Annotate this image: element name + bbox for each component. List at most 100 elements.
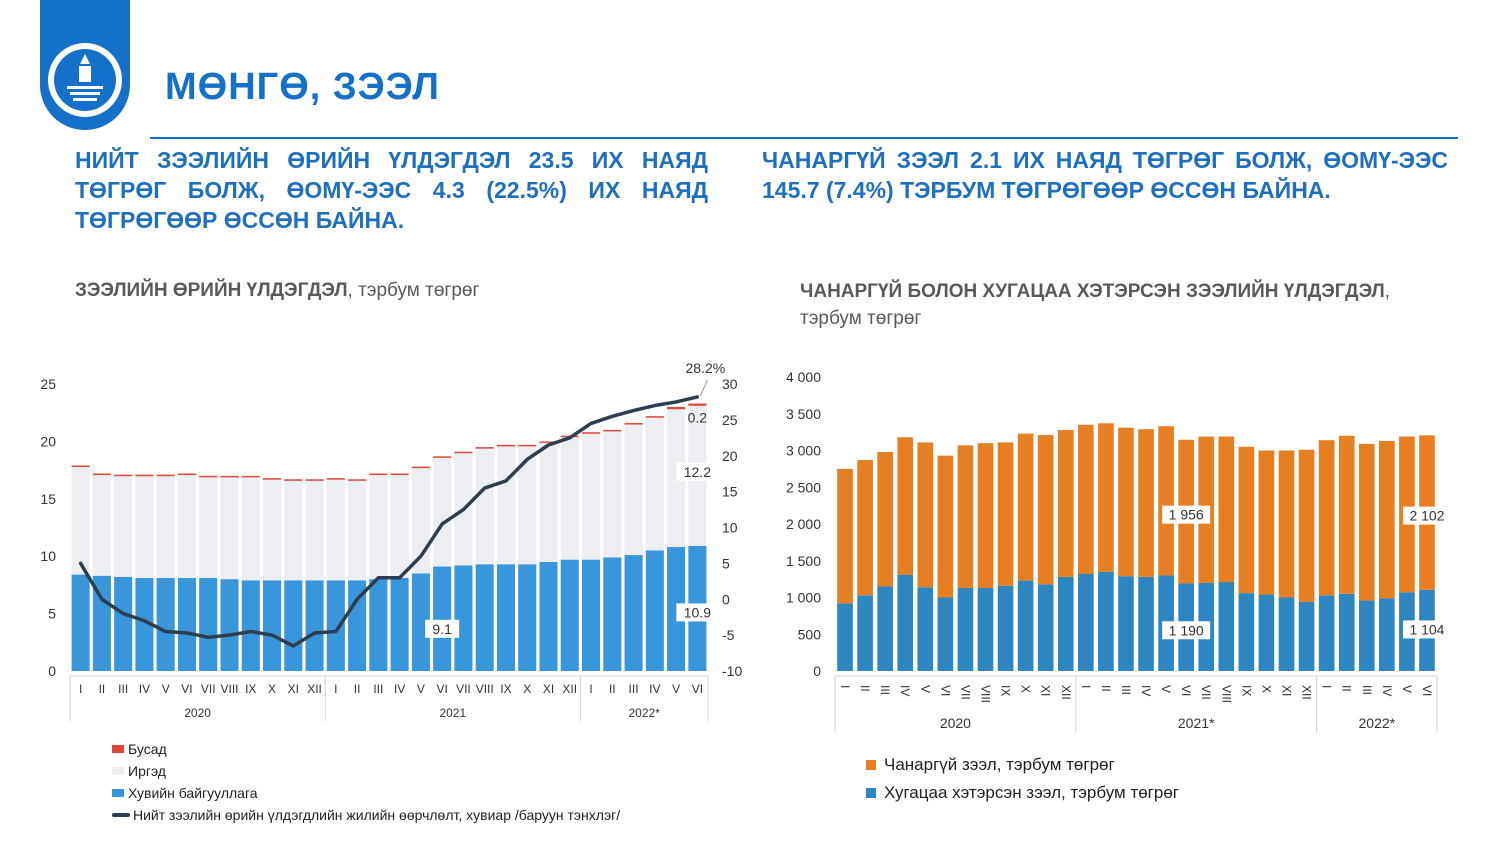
chart1-bar-individuals [433,457,452,567]
chart2-xtick-label: XI [1280,685,1294,696]
chart1-bar-individuals [71,466,90,575]
chart1-ytick-label: 20 [40,433,56,449]
chart2-bar-nonperforming [1037,435,1054,585]
chart2-year-label: 2020 [940,715,971,731]
chart2-ytick-label: 3 000 [786,443,821,459]
chart1-xtick-label: I [589,682,592,696]
chart2-ytick-label: 0 [813,663,821,679]
chart1-bar-business [603,557,622,671]
chart2-bar-nonperforming [1278,450,1295,598]
chart2-xtick-label: X [1019,685,1033,693]
chart2-bar-nonperforming [977,443,994,588]
chart2-ytick-label: 4 000 [786,369,821,385]
chart1-bar-individuals [156,475,175,579]
chart2-xtick-label: IX [999,685,1013,696]
chart1-bar-other [624,423,643,425]
chart1-bar-business [645,550,664,671]
chart2-xtick-label: VII [1199,685,1213,700]
chart1-bar-individuals [262,479,282,581]
chart2-bar-nonperforming [1218,436,1235,583]
chart2-bar-nonperforming [1078,424,1094,574]
chart1-y2tick-label: -10 [722,663,742,679]
chart1-bar-business [114,576,133,671]
chart1-bar-individuals [220,476,239,580]
chart2-bar-nonperforming [1098,423,1114,572]
chart2-bar-nonperforming [877,451,893,587]
chart1-data-label-individuals-latest-box [676,462,719,481]
chart2-xtick-label: V [918,685,932,693]
chart1-bar-individuals [326,479,345,581]
chart1-bar-business [454,565,473,671]
chart1-bar-other [262,478,282,480]
headline-nonperforming-loans: ЧАНАРГҮЙ ЗЭЭЛ 2.1 ИХ НАЯД ТӨГРӨГ БОЛЖ, Ө… [762,147,1448,203]
chart1-xtick-label: X [268,682,276,696]
chart2-xtick-label: V [1159,685,1173,693]
chart1-bar-individuals [348,480,367,581]
chart1-xtick-label: IX [500,682,511,696]
chart2-year-label: 2021* [1178,715,1215,731]
chart2-bar-nonperforming [957,445,974,588]
chart1-bar-business [411,573,430,671]
chart2-data-label-nonperforming-2021-vi: 1 956 [1169,507,1204,523]
chart1-bar-other [348,479,367,481]
chart1-bar-other [688,403,707,406]
chart2-bar-overdue [1379,598,1395,671]
chart1-bar-individuals [539,442,558,562]
chart1-data-label-business-2021-vi: 9.1 [432,621,452,637]
chart1-bar-individuals [284,480,303,581]
chart2-bar-nonperforming [897,437,914,575]
chart1-bar-business [262,580,282,671]
chart2-data-label-overdue-2021-vi-box [1162,621,1211,640]
chart2-xtick-label: XI [1039,685,1053,696]
chart1-bar-other [92,473,111,476]
chart2-xtick-label: VI [1420,685,1434,696]
chart1-xtick-label: XI [288,682,299,696]
chart2-ytick-label: 1 500 [786,553,821,569]
chart2-bar-overdue [997,585,1014,671]
legend-line-growth [112,813,130,817]
chart1-bar-other [220,475,239,478]
chart2-xtick-label: IX [1239,685,1253,696]
chart1-bar-business [433,566,452,671]
chart2-bar-overdue [1017,580,1034,671]
chart1-year-label: 2021 [439,706,466,720]
chart1-bar-business [390,578,409,671]
chart1-bar-individuals [114,475,133,577]
chart2-xtick-label: II [858,685,872,692]
legend-label-other: Бусад [128,741,167,757]
chart1-data-label-business-latest: 10.9 [684,604,711,620]
chart2-bar-nonperforming [857,460,873,596]
chart1-bar-business [199,578,218,671]
chart2-bar-nonperforming [1057,429,1074,577]
chart1-xtick-label: VI [692,682,703,696]
chart1-xtick-label: VI [436,682,447,696]
legend-item-growth-line: Нийт зээлийн өрийн үлдэгдлийн жилийн өөр… [112,804,620,826]
chart2-bar-overdue [857,595,873,671]
chart1-data-label-growth-latest: 28.2% [686,360,726,376]
chart1-bar-business [539,561,558,671]
chart1-data-label-individuals-latest: 12.2 [684,464,711,480]
chart1-bar-business [305,580,324,671]
chart1-xtick-label: IV [394,682,405,696]
chart1-bar-business [135,578,154,671]
legend-swatch-individuals [112,767,124,775]
chart1-data-label-business-latest-box [676,603,719,622]
chart1-bar-business [581,559,601,671]
chart1-bar-individuals [92,474,111,576]
page-title: МӨНГӨ, ЗЭЭЛ [165,66,440,108]
chart2-bar-overdue [1278,597,1295,671]
chart1-xtick-label: X [523,682,531,696]
chart2-bar-nonperforming [1118,427,1134,577]
chart2-bar-nonperforming [1358,443,1375,601]
chart1-data-label-other-latest: 0.2 [688,410,708,426]
chart1-y2tick-label: 30 [722,376,738,392]
chart1-data-label-business-2021-vi-box [425,619,460,638]
chart2-bar-overdue [1037,584,1054,671]
legend-label-individuals: Иргэд [128,763,166,779]
chart1-xtick-label: VI [181,682,192,696]
chart2-legend: Чанаргүй зээл, тэрбум төгрөг Хугацаа хэт… [866,751,1179,807]
chart2-bar-nonperforming [1158,426,1174,576]
chart2-xtick-label: II [1340,685,1354,692]
chart1-xtick-label: VIII [220,682,238,696]
